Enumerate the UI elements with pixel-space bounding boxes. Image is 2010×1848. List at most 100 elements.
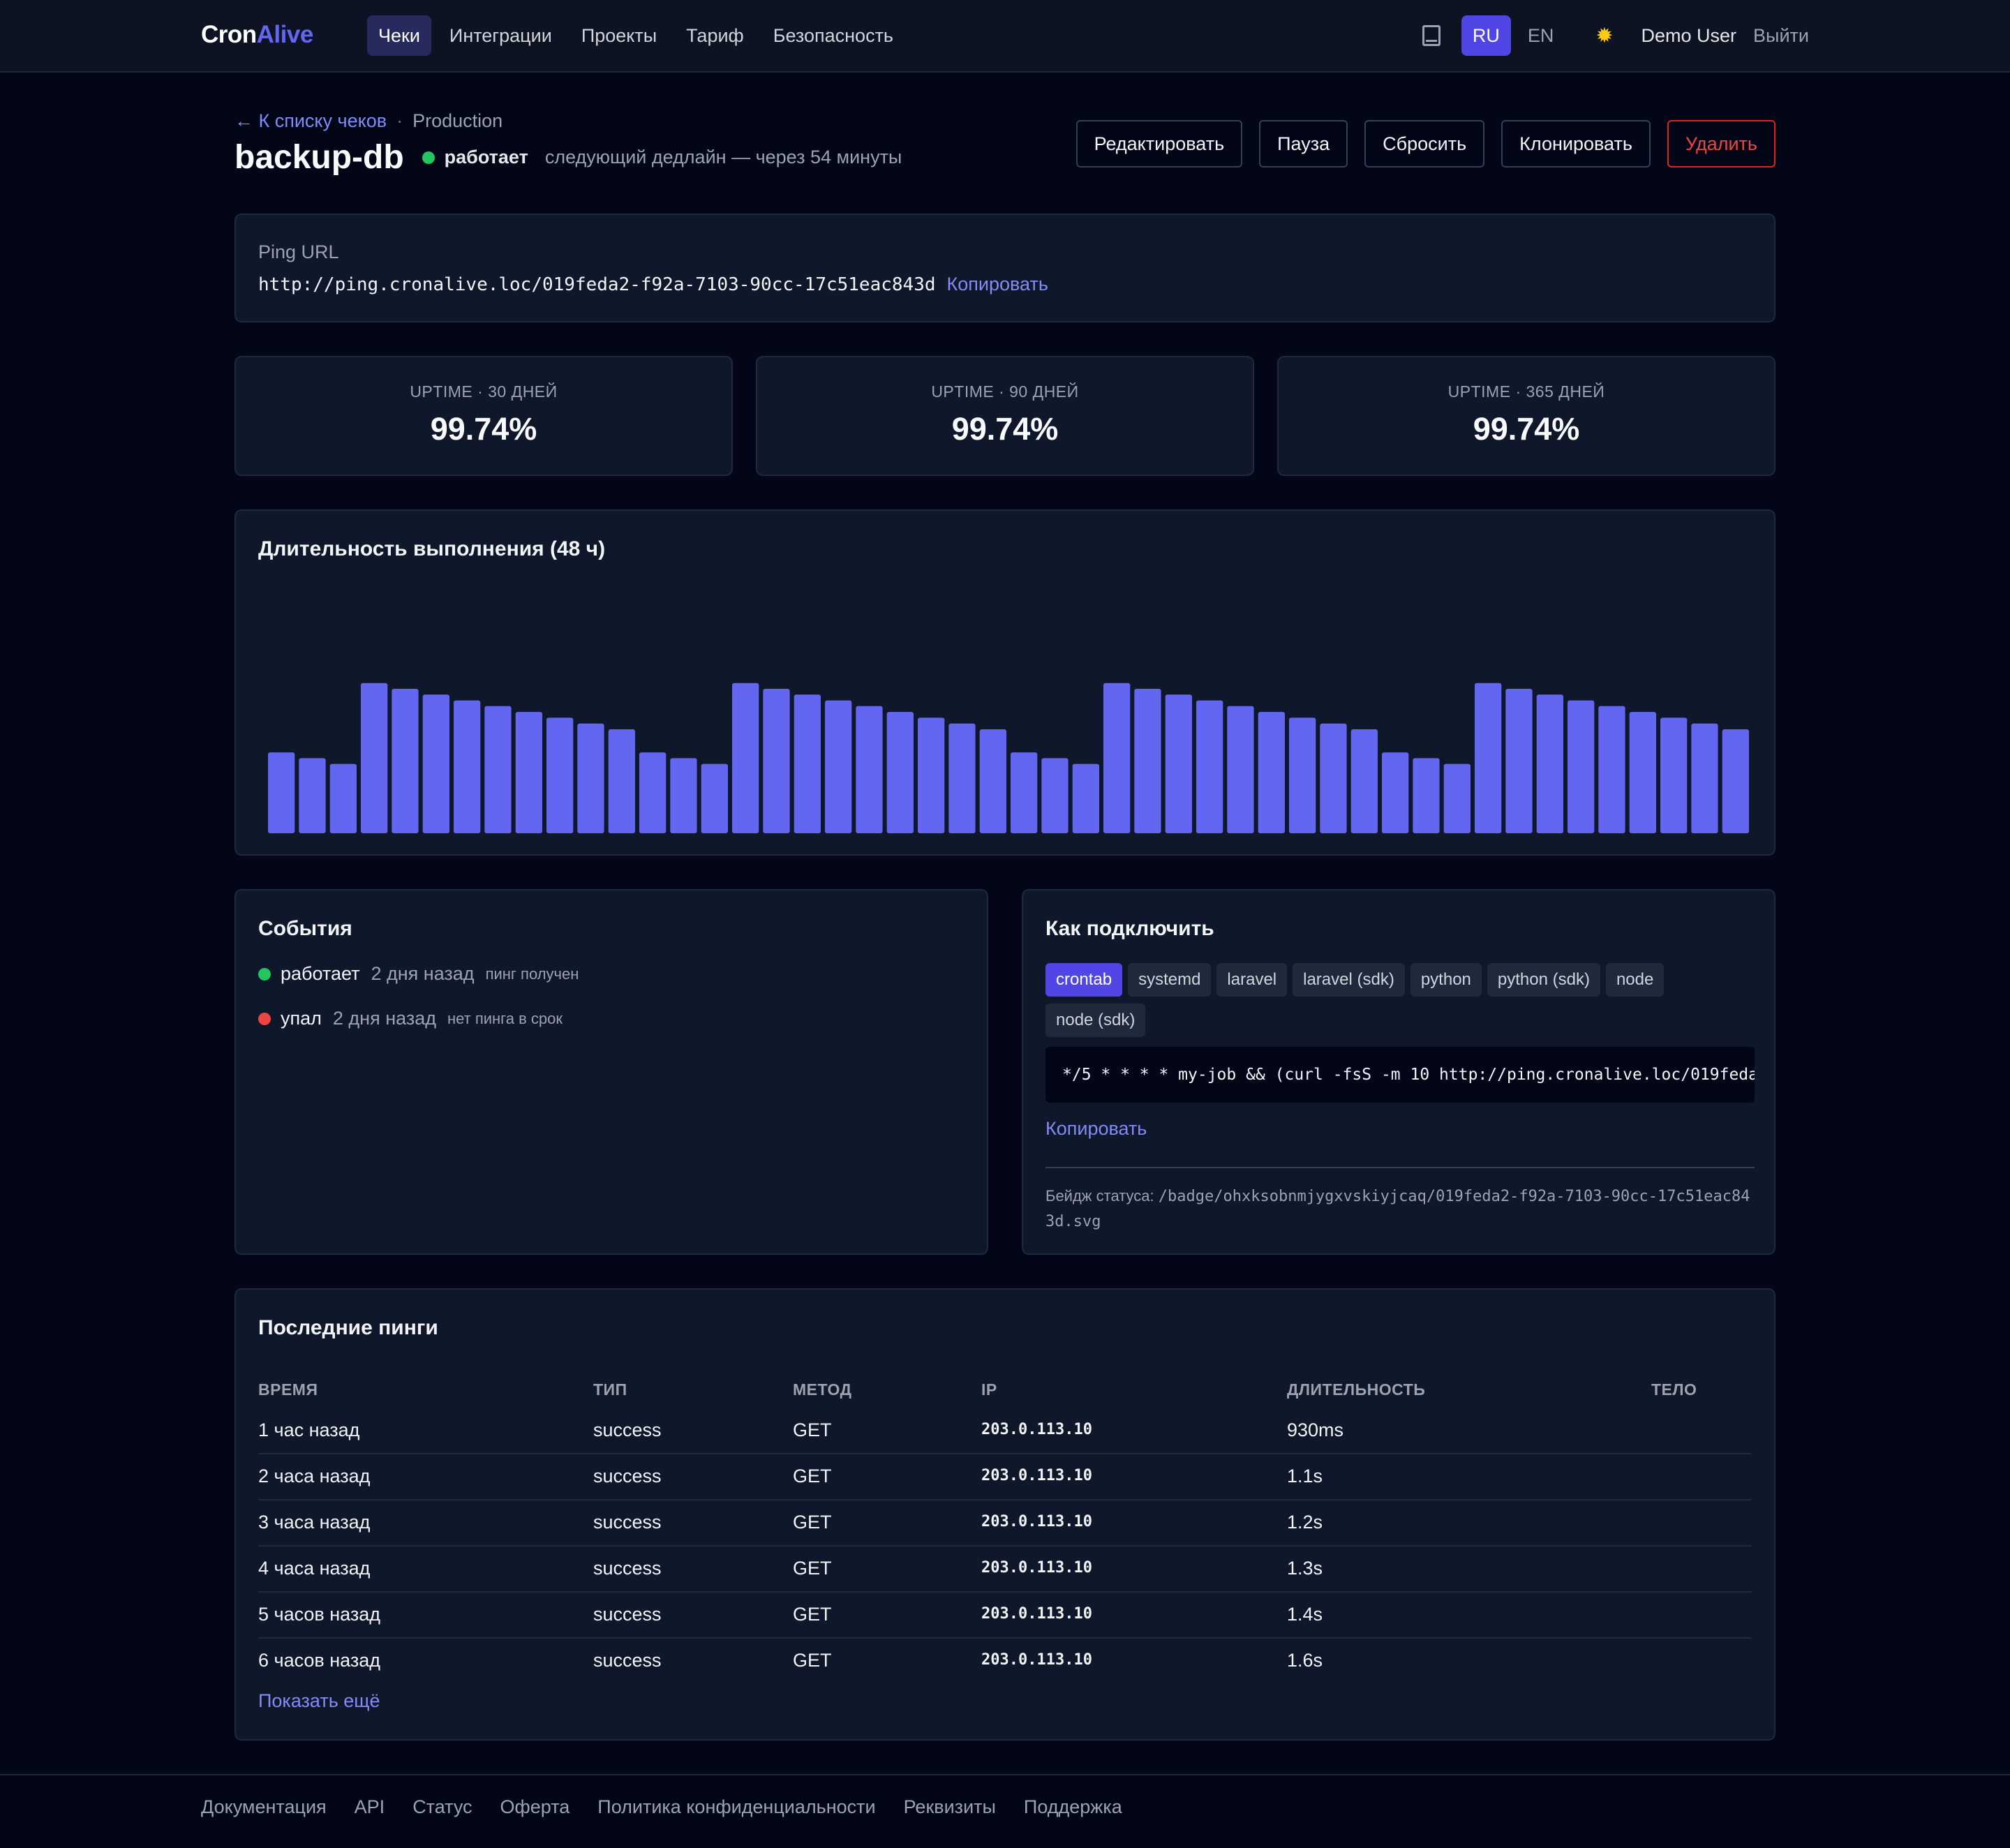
duration-bar[interactable] bbox=[1072, 763, 1099, 833]
duration-bar[interactable] bbox=[1041, 758, 1069, 833]
duration-bar[interactable] bbox=[701, 763, 728, 833]
table-row[interactable]: 1 час назад success GET 203.0.113.10 930… bbox=[258, 1407, 1752, 1453]
footer-link-support[interactable]: Поддержка bbox=[1023, 1796, 1122, 1817]
ping-url-card: Ping URL http://ping.cronalive.loc/019fe… bbox=[234, 214, 1776, 322]
tab-node-sdk[interactable]: node (sdk) bbox=[1045, 1004, 1146, 1037]
duration-bar[interactable] bbox=[1505, 689, 1533, 833]
duration-bar[interactable] bbox=[794, 694, 821, 833]
duration-bar[interactable] bbox=[732, 683, 759, 833]
user-name[interactable]: Demo User bbox=[1641, 24, 1737, 46]
duration-bar[interactable] bbox=[1413, 758, 1440, 833]
duration-bar[interactable] bbox=[1258, 712, 1285, 833]
table-row[interactable]: 5 часов назад success GET 203.0.113.10 1… bbox=[258, 1591, 1752, 1637]
duration-bar[interactable] bbox=[1196, 700, 1223, 833]
footer-link-docs[interactable]: Документация bbox=[201, 1796, 327, 1817]
duration-bar[interactable] bbox=[948, 723, 976, 833]
table-row[interactable]: 4 часа назад success GET 203.0.113.10 1.… bbox=[258, 1545, 1752, 1591]
show-more-button[interactable]: Показать ещё bbox=[258, 1690, 380, 1711]
duration-bar[interactable] bbox=[1382, 752, 1409, 833]
duration-bar[interactable] bbox=[825, 700, 852, 833]
duration-bar[interactable] bbox=[1134, 689, 1161, 833]
tab-node[interactable]: node bbox=[1605, 963, 1665, 997]
duration-bar[interactable] bbox=[1536, 694, 1563, 833]
tab-python[interactable]: python bbox=[1410, 963, 1482, 997]
badge-path[interactable]: /badge/ohxksobnmjygxvskiyjcaq/019feda2-f… bbox=[1045, 1188, 1750, 1230]
book-icon[interactable] bbox=[1422, 25, 1440, 46]
duration-bar[interactable] bbox=[918, 717, 945, 833]
code-snippet[interactable]: */5 * * * * my-job && (curl -fsS -m 10 h… bbox=[1045, 1047, 1755, 1103]
project-name[interactable]: Production bbox=[412, 110, 503, 131]
tab-laravel[interactable]: laravel bbox=[1216, 963, 1288, 997]
event-item: упал 2 дня назад нет пинга в срок bbox=[258, 1008, 563, 1029]
duration-bar[interactable] bbox=[1722, 729, 1749, 833]
lang-en-button[interactable]: EN bbox=[1527, 25, 1554, 46]
duration-bar[interactable] bbox=[1165, 694, 1192, 833]
duration-bar[interactable] bbox=[886, 712, 914, 833]
table-row[interactable]: 2 часа назад success GET 203.0.113.10 1.… bbox=[258, 1453, 1752, 1499]
event-status-dot bbox=[258, 1012, 271, 1025]
duration-bar[interactable] bbox=[670, 758, 697, 833]
copy-ping-url-button[interactable]: Копировать bbox=[946, 274, 1048, 295]
logout-link[interactable]: Выйти bbox=[1753, 24, 1809, 46]
footer-link-requisites[interactable]: Реквизиты bbox=[903, 1796, 996, 1817]
duration-bar[interactable] bbox=[1320, 723, 1347, 833]
duration-bar[interactable] bbox=[422, 694, 449, 833]
duration-bar[interactable] bbox=[1598, 706, 1625, 833]
ping-ip: 203.0.113.10 bbox=[981, 1467, 1092, 1484]
lang-ru-button[interactable]: RU bbox=[1461, 15, 1511, 56]
duration-bar[interactable] bbox=[639, 752, 667, 833]
nav-link-checks[interactable]: Чеки bbox=[367, 15, 431, 56]
duration-bar[interactable] bbox=[763, 689, 790, 833]
column-header-type: ТИП bbox=[593, 1380, 627, 1399]
ping-url-label: Ping URL bbox=[258, 241, 339, 262]
duration-bar[interactable] bbox=[484, 706, 512, 833]
tab-laravel-sdk[interactable]: laravel (sdk) bbox=[1293, 963, 1405, 997]
copy-snippet-button[interactable]: Копировать bbox=[1045, 1118, 1147, 1139]
sun-icon[interactable]: ✹ bbox=[1595, 24, 1614, 47]
footer-link-status[interactable]: Статус bbox=[412, 1796, 472, 1817]
duration-bar[interactable] bbox=[1011, 752, 1038, 833]
footer-link-offer[interactable]: Оферта bbox=[500, 1796, 570, 1817]
table-row[interactable]: 3 часа назад success GET 203.0.113.10 1.… bbox=[258, 1499, 1752, 1545]
nav-link-security[interactable]: Безопасность bbox=[773, 25, 893, 46]
pause-button[interactable]: Пауза bbox=[1259, 120, 1348, 167]
duration-bar[interactable] bbox=[299, 758, 326, 833]
duration-bar[interactable] bbox=[329, 763, 357, 833]
duration-bar[interactable] bbox=[1629, 712, 1656, 833]
logo[interactable]: CronAlive bbox=[201, 21, 313, 49]
breadcrumb-separator: · bbox=[396, 110, 403, 131]
footer-link-api[interactable]: API bbox=[354, 1796, 385, 1817]
duration-bar[interactable] bbox=[1568, 700, 1595, 833]
duration-bar[interactable] bbox=[1289, 717, 1316, 833]
duration-bar[interactable] bbox=[1227, 706, 1254, 833]
duration-bar[interactable] bbox=[856, 706, 883, 833]
duration-bar[interactable] bbox=[577, 723, 604, 833]
delete-button[interactable]: Удалить bbox=[1667, 120, 1776, 167]
edit-button[interactable]: Редактировать bbox=[1075, 120, 1243, 167]
tab-systemd[interactable]: systemd bbox=[1128, 963, 1212, 997]
duration-bar[interactable] bbox=[1350, 729, 1378, 833]
nav-link-integrations[interactable]: Интеграции bbox=[449, 25, 552, 46]
duration-bar[interactable] bbox=[1443, 763, 1471, 833]
duration-bar[interactable] bbox=[1660, 717, 1688, 833]
nav-link-pricing[interactable]: Тариф bbox=[686, 25, 744, 46]
duration-bar[interactable] bbox=[454, 700, 481, 833]
clone-button[interactable]: Клонировать bbox=[1501, 120, 1651, 167]
duration-bar[interactable] bbox=[361, 683, 388, 833]
back-to-checks-link[interactable]: ← К списку чеков bbox=[234, 110, 387, 131]
nav-link-projects[interactable]: Проекты bbox=[581, 25, 657, 46]
tab-crontab[interactable]: crontab bbox=[1045, 963, 1123, 997]
tab-python-sdk[interactable]: python (sdk) bbox=[1487, 963, 1600, 997]
duration-bar[interactable] bbox=[392, 689, 419, 833]
duration-bar[interactable] bbox=[546, 717, 574, 833]
duration-bar[interactable] bbox=[268, 752, 295, 833]
duration-bar[interactable] bbox=[1691, 723, 1718, 833]
duration-bar[interactable] bbox=[1475, 683, 1502, 833]
duration-bar[interactable] bbox=[979, 729, 1006, 833]
duration-bar[interactable] bbox=[608, 729, 635, 833]
duration-bar[interactable] bbox=[1103, 683, 1131, 833]
footer-link-privacy[interactable]: Политика конфиденциальности bbox=[597, 1796, 876, 1817]
table-row[interactable]: 6 часов назад success GET 203.0.113.10 1… bbox=[258, 1637, 1752, 1683]
reset-button[interactable]: Сбросить bbox=[1364, 120, 1485, 167]
duration-bar[interactable] bbox=[515, 712, 542, 833]
